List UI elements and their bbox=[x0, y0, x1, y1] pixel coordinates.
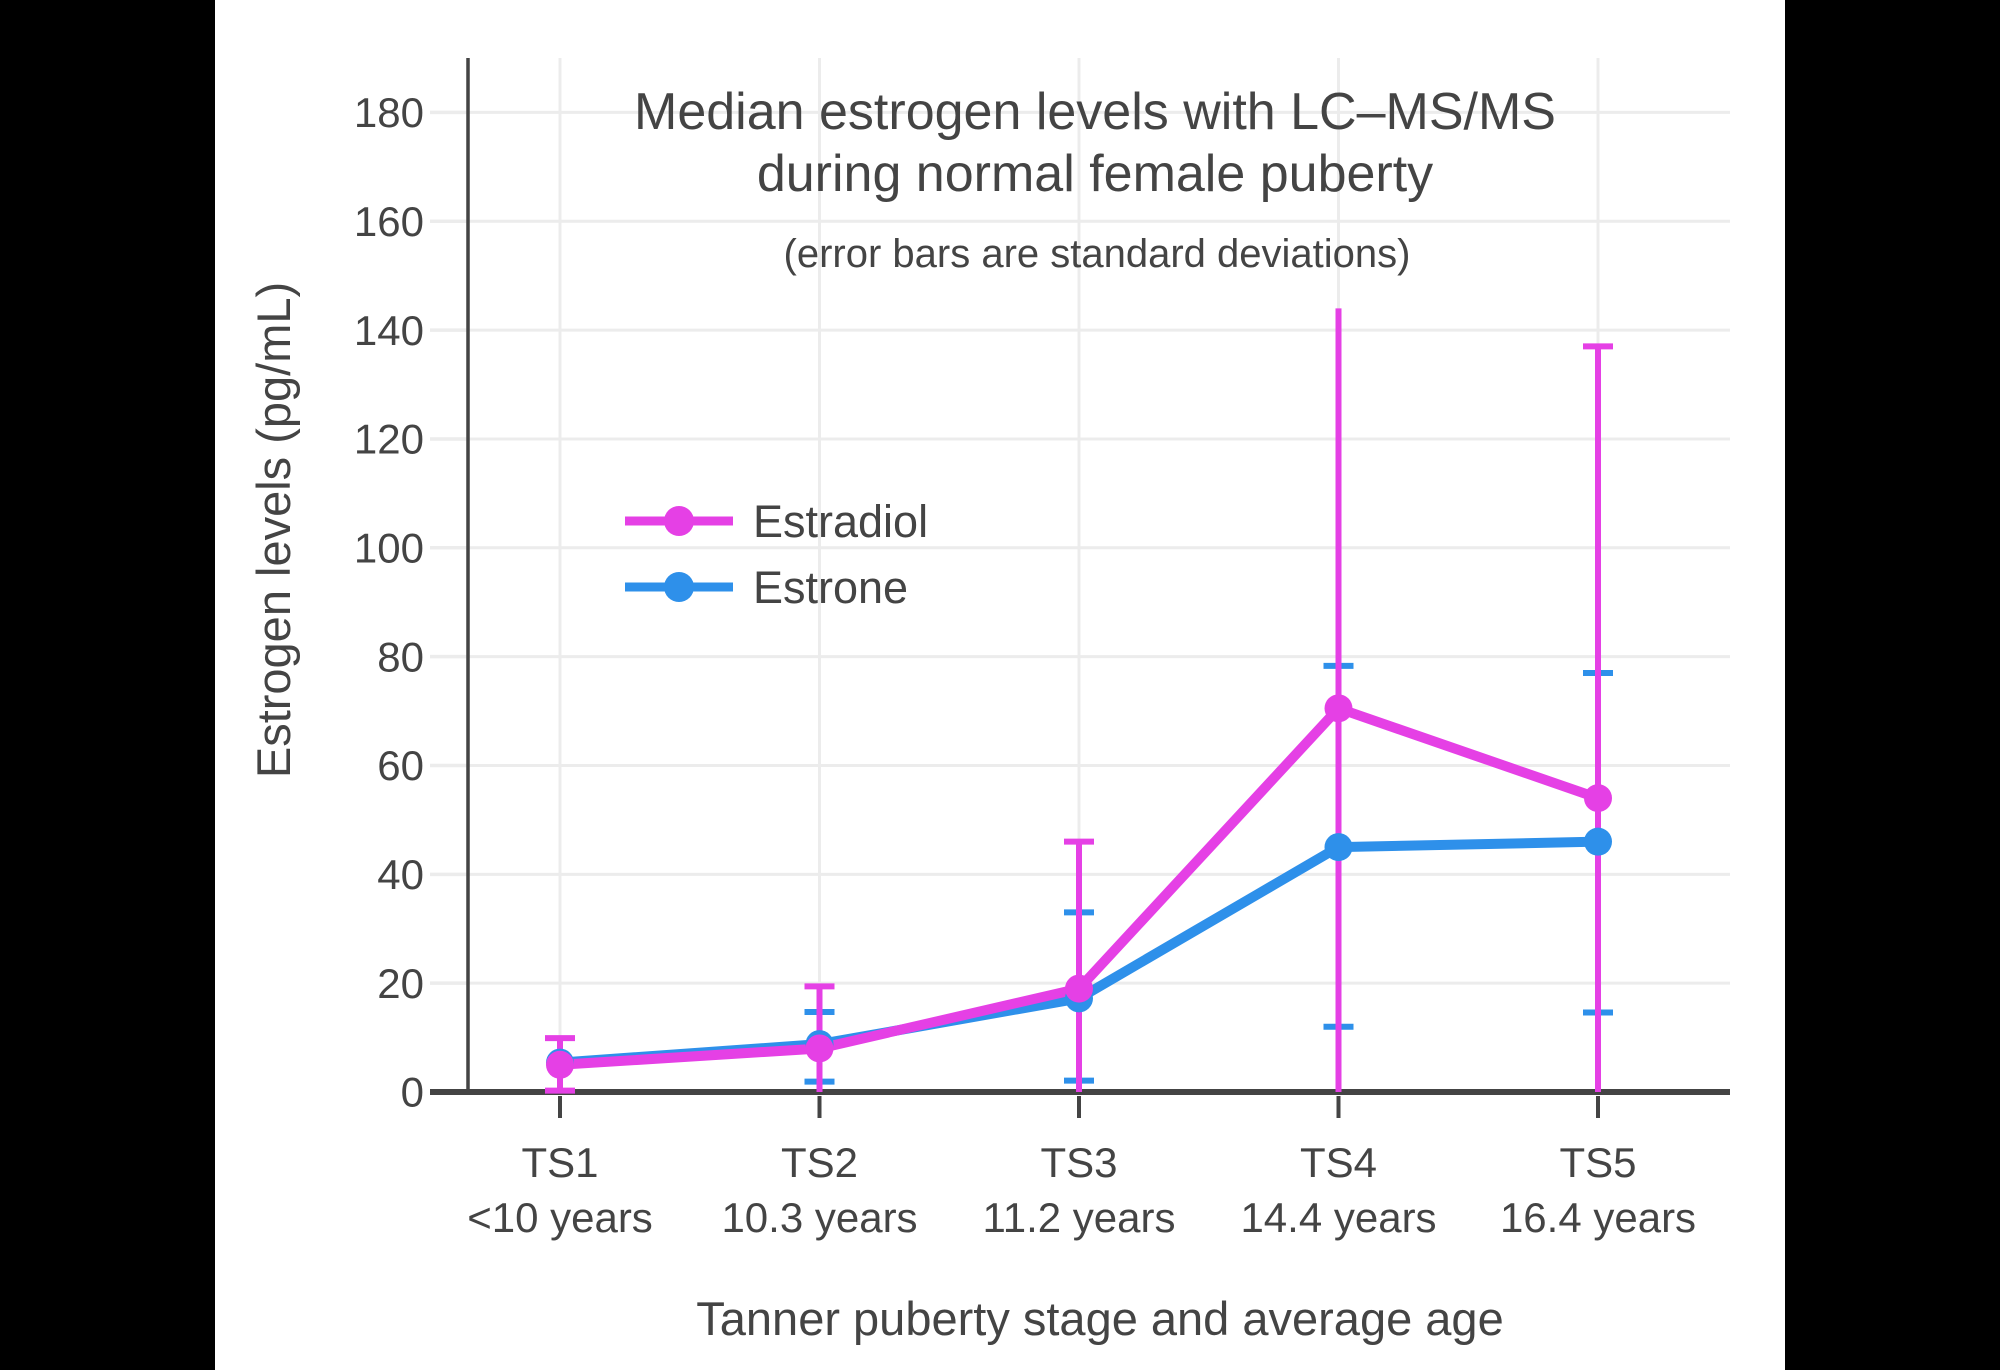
legend-item-estradiol[interactable]: Estradiol bbox=[625, 496, 928, 547]
x-tick-label-age: <10 years bbox=[467, 1194, 653, 1241]
marker-estradiol-ts3 bbox=[1065, 974, 1093, 1003]
legend-item-estrone[interactable]: Estrone bbox=[625, 562, 908, 613]
y-tick-label: 100 bbox=[354, 524, 424, 571]
marker-estradiol-ts2 bbox=[805, 1034, 834, 1063]
legend: Estradiol Estrone bbox=[625, 496, 928, 613]
legend-label-estrone: Estrone bbox=[753, 562, 908, 613]
x-tick-label-stage: TS1 bbox=[521, 1139, 598, 1186]
y-tick-label: 60 bbox=[377, 742, 424, 789]
x-tick-label-age: 11.2 years bbox=[983, 1194, 1176, 1241]
y-tick-label: 140 bbox=[354, 307, 424, 354]
y-tick-label: 80 bbox=[377, 633, 424, 680]
y-tick-label: 120 bbox=[354, 416, 424, 463]
chart-title-line2: during normal female puberty bbox=[757, 145, 1433, 203]
marker-estrone-ts4 bbox=[1324, 833, 1353, 862]
x-axis-title: Tanner puberty stage and average age bbox=[696, 1292, 1503, 1345]
x-tick-label-stage: TS2 bbox=[781, 1139, 858, 1186]
x-tick-label-age: 10.3 years bbox=[721, 1194, 917, 1241]
y-tick-label: 40 bbox=[377, 851, 424, 898]
y-tick-label: 180 bbox=[354, 89, 424, 136]
y-tick-label: 160 bbox=[354, 198, 424, 245]
marker-estradiol-ts1 bbox=[546, 1050, 574, 1079]
marker-estrone-ts5 bbox=[1584, 827, 1612, 856]
x-tick-label-age: 16.4 years bbox=[1500, 1194, 1696, 1241]
x-tick-label-age: 14.4 years bbox=[1240, 1194, 1436, 1241]
chart-subtitle: (error bars are standard deviations) bbox=[784, 232, 1411, 276]
chart-title: Median estrogen levels with LC–MS/MS bbox=[634, 83, 1556, 141]
x-tick-label-stage: TS3 bbox=[1040, 1139, 1117, 1186]
plot-area: 0 20 40 60 80 100 120 140 160 180 TS1 <10 years TS2 1… bbox=[354, 58, 1730, 1241]
legend-label-estradiol: Estradiol bbox=[753, 496, 928, 547]
marker-estradiol-ts5 bbox=[1584, 784, 1612, 813]
x-tick-label-stage: TS5 bbox=[1559, 1139, 1636, 1186]
chart-canvas bbox=[215, 0, 1785, 1370]
legend-marker-estrone bbox=[664, 572, 694, 602]
y-axis-title: Estrogen levels (pg/mL) bbox=[247, 282, 300, 778]
y-tick-label: 20 bbox=[377, 960, 424, 1007]
y-tick-label: 0 bbox=[401, 1069, 424, 1116]
x-tick-label-stage: TS4 bbox=[1300, 1139, 1377, 1186]
marker-estradiol-ts4 bbox=[1324, 694, 1353, 723]
legend-marker-estradiol bbox=[664, 506, 694, 536]
